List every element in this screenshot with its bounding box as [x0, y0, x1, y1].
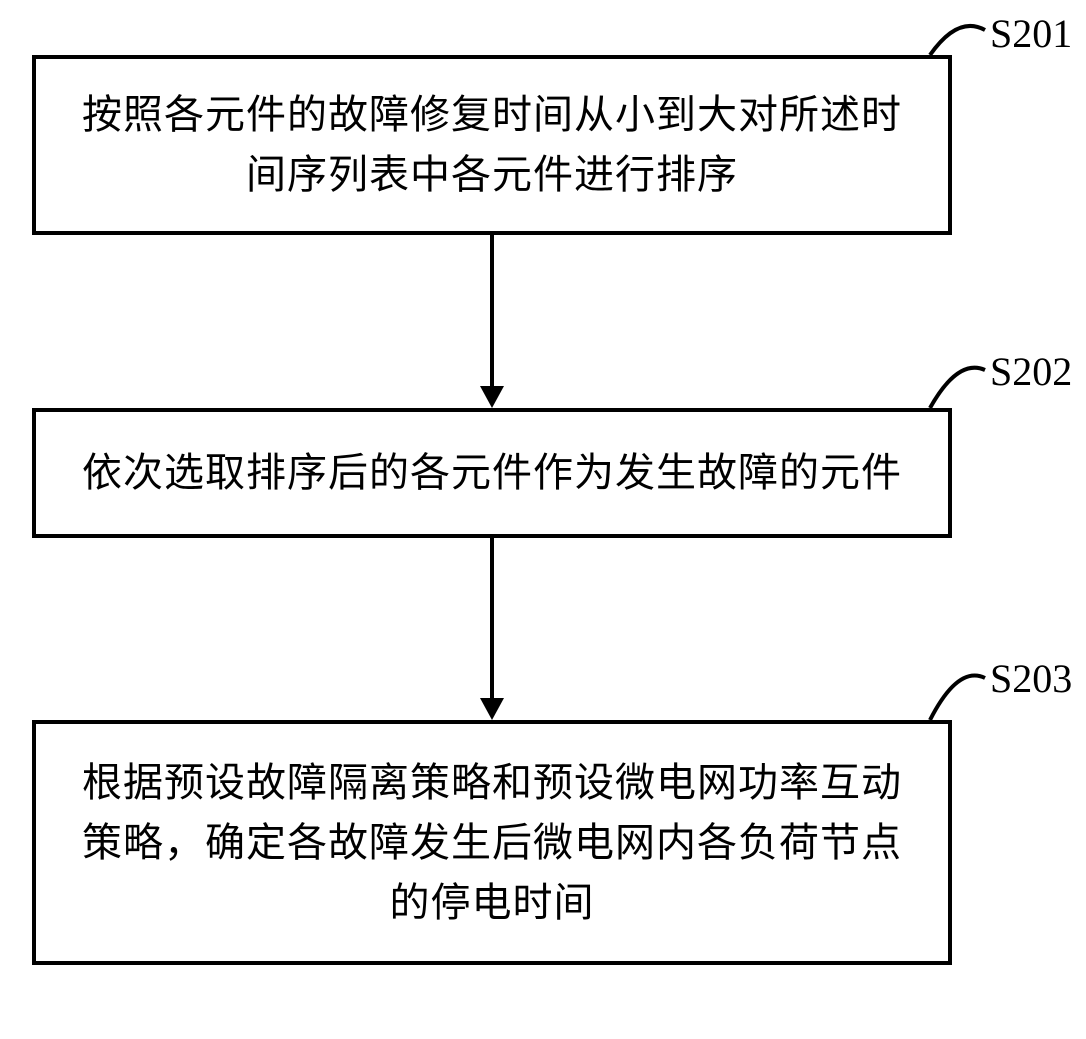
step-label-s203: S203 [990, 655, 1072, 702]
step-box-s202: 依次选取排序后的各元件作为发生故障的元件 [32, 408, 952, 538]
step-label-s201: S201 [990, 10, 1072, 57]
step-text-s201: 按照各元件的故障修复时间从小到大对所述时间序列表中各元件进行排序 [66, 85, 918, 205]
step-box-s201: 按照各元件的故障修复时间从小到大对所述时间序列表中各元件进行排序 [32, 55, 952, 235]
step-text-s202: 依次选取排序后的各元件作为发生故障的元件 [82, 443, 902, 503]
step-text-s203: 根据预设故障隔离策略和预设微电网功率互动策略，确定各故障发生后微电网内各负荷节点… [66, 753, 918, 933]
flowchart-canvas: 按照各元件的故障修复时间从小到大对所述时间序列表中各元件进行排序 S201 依次… [0, 0, 1086, 1039]
step-box-s203: 根据预设故障隔离策略和预设微电网功率互动策略，确定各故障发生后微电网内各负荷节点… [32, 720, 952, 965]
step-label-s202: S202 [990, 348, 1072, 395]
